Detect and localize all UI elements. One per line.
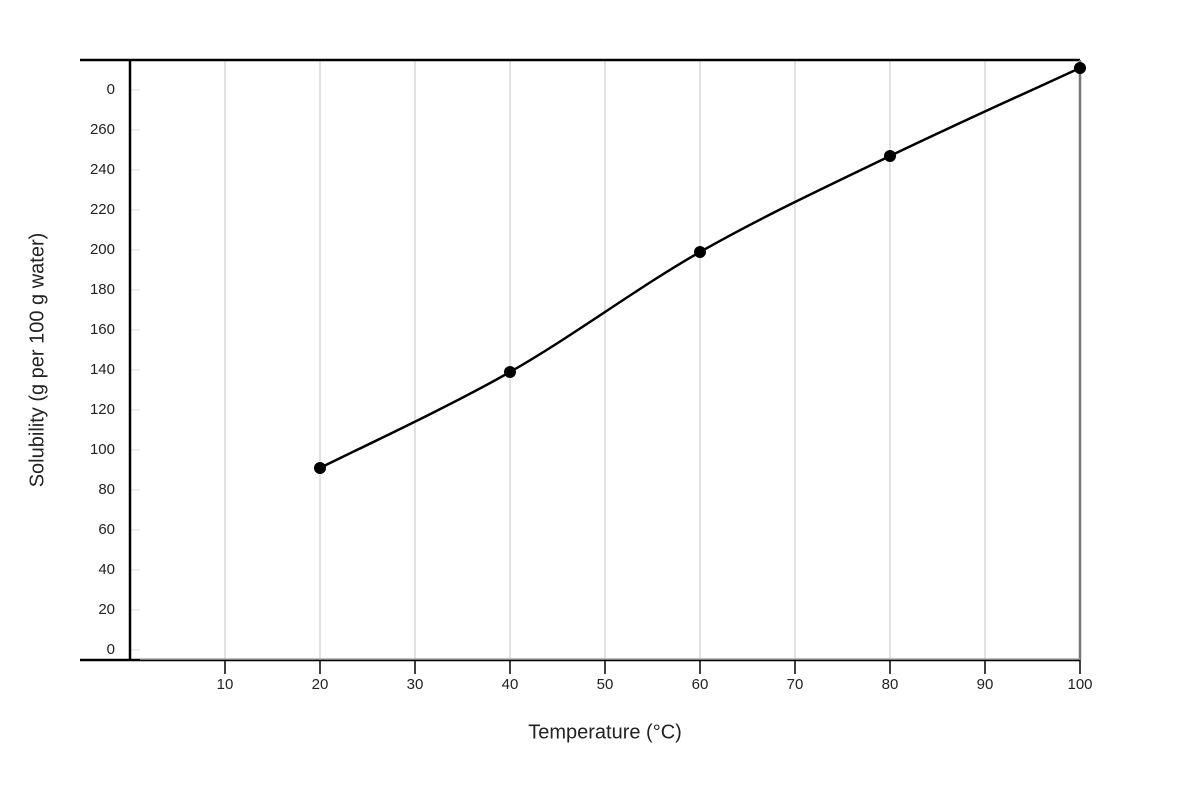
point xyxy=(694,246,706,258)
x-tick-label: 50 xyxy=(597,676,614,693)
y-tick-label: 100 xyxy=(90,441,115,458)
point xyxy=(1074,62,1086,74)
x-tick-label: 90 xyxy=(977,676,994,693)
point xyxy=(314,462,326,474)
y-tick-label: 80 xyxy=(98,481,115,498)
y-tick-label: 200 xyxy=(90,241,115,258)
y-tick-label: 140 xyxy=(90,361,115,378)
x-tick-label: 10 xyxy=(217,676,234,693)
x-tick-label: 80 xyxy=(882,676,899,693)
y-tick-label: 20 xyxy=(98,601,115,618)
y-axis-title: Solubility (g per 100 g water) xyxy=(26,233,48,488)
x-tick-label: 100 xyxy=(1067,676,1092,693)
y-tick-label: 40 xyxy=(98,561,115,578)
y-tick-label: 180 xyxy=(90,281,115,298)
y-tick-label: 160 xyxy=(90,321,115,338)
y-tick-label: 220 xyxy=(90,201,115,218)
point xyxy=(504,366,516,378)
y-tick-label: 60 xyxy=(98,521,115,538)
x-tick-label: 60 xyxy=(692,676,709,693)
x-tick-label: 30 xyxy=(407,676,424,693)
x-axis-title: Temperature (°C) xyxy=(528,721,682,743)
point xyxy=(884,150,896,162)
x-tick-label: 40 xyxy=(502,676,519,693)
y-tick-label: 260 xyxy=(90,121,115,138)
y-tick-label: 0 xyxy=(107,81,115,98)
y-tick-label: 0 xyxy=(107,641,115,658)
x-tick-label: 20 xyxy=(312,676,329,693)
x-tick-label: 70 xyxy=(787,676,804,693)
y-tick-label: 120 xyxy=(90,401,115,418)
y-tick-label: 240 xyxy=(90,161,115,178)
